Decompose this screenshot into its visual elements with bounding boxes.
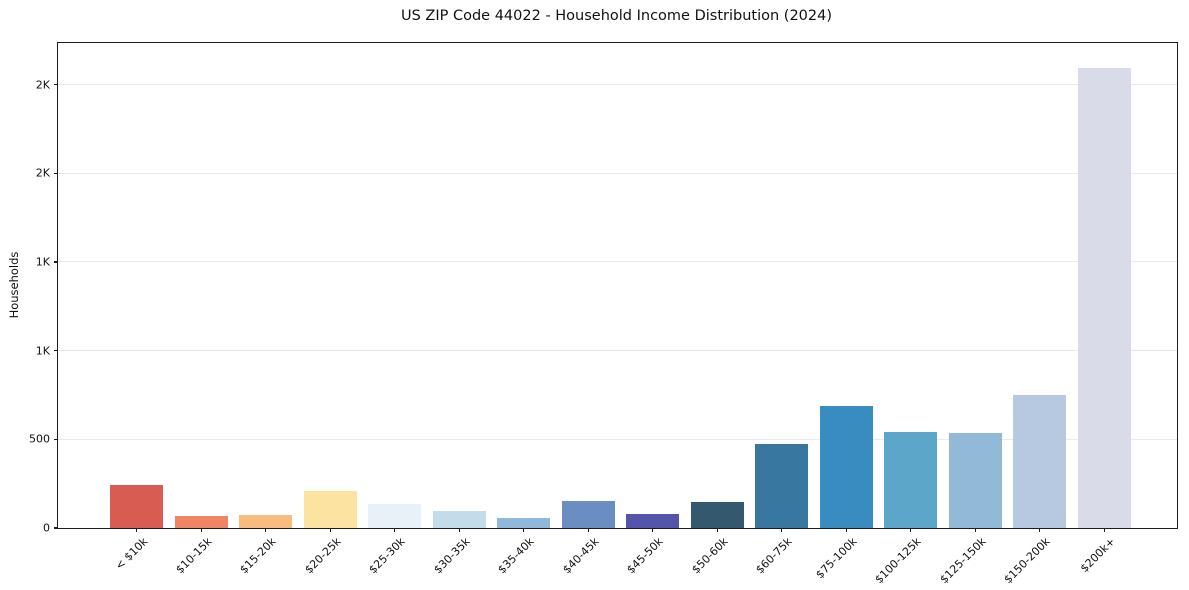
y-tick-label: 1K — [35, 344, 50, 358]
x-tick-label: $45-50k — [624, 535, 666, 577]
bar-10-15k — [174, 516, 228, 528]
y-axis-label: Households — [7, 251, 21, 319]
gridline — [58, 172, 1177, 174]
bar-15-20k — [239, 515, 293, 528]
y-tick-mark — [54, 438, 58, 440]
y-tick-label: 1K — [35, 255, 50, 269]
x-tick-label: $50-60k — [689, 535, 731, 577]
y-tick-mark — [54, 172, 58, 174]
x-tick-mark — [910, 528, 912, 532]
bar-50-60k — [690, 502, 744, 528]
x-tick-mark — [652, 528, 654, 532]
plot-area: 0 500 1K 1K 2K 2K < $10k $10-15k $15-20k $20-25k $… — [29, 42, 1178, 586]
bar-25-30k — [368, 503, 422, 528]
x-tick-label: $30-35k — [431, 535, 473, 577]
bar-35-40k — [497, 517, 551, 528]
x-tick-mark — [265, 528, 267, 532]
chart-title: US ZIP Code 44022 - Household Income Dis… — [400, 8, 833, 24]
x-tick-label: $35-40k — [495, 535, 537, 577]
x-tick-label: $20-25k — [302, 535, 344, 577]
bar-10k — [110, 485, 164, 528]
x-tick-label: $60-75k — [753, 535, 795, 577]
x-tick-label: $10-15k — [173, 535, 215, 577]
x-tick-mark — [1103, 528, 1105, 532]
x-tick-mark — [587, 528, 589, 532]
x-tick-label: $40-45k — [560, 535, 602, 577]
y-tick-label: 0 — [43, 521, 50, 535]
x-tick-label: $150-200k — [1001, 535, 1053, 587]
x-tick-label: $25-30k — [366, 535, 408, 577]
bar-200k — [1077, 68, 1131, 528]
gridline — [58, 84, 1177, 85]
bar-60-75k — [755, 443, 809, 528]
x-tick-mark — [458, 528, 460, 532]
x-tick-label: $200k+ — [1077, 535, 1118, 576]
bar-125-150k — [948, 432, 1002, 528]
x-tick-mark — [394, 528, 396, 532]
gridline — [58, 350, 1177, 352]
x-tick-label: $15-20k — [237, 535, 279, 577]
bar-75-100k — [819, 405, 873, 528]
y-tick-mark — [54, 349, 58, 352]
x-tick-mark — [845, 528, 847, 532]
x-tick-mark — [974, 528, 976, 532]
gridline — [58, 438, 1177, 440]
gridline — [58, 261, 1177, 263]
bar-30-35k — [432, 510, 486, 528]
y-tick-label: 2K — [35, 166, 50, 180]
x-tick-label: < $10k — [112, 535, 150, 573]
x-tick-label: $100-125k — [872, 535, 924, 587]
x-tick-mark — [329, 528, 331, 532]
x-tick-mark — [200, 528, 202, 532]
y-tick-mark — [54, 83, 58, 86]
bar-100-125k — [884, 432, 938, 528]
x-tick-mark — [1039, 528, 1041, 532]
y-tick-label: 2K — [35, 78, 50, 91]
y-tick-mark — [54, 261, 58, 263]
y-tick-mark — [54, 527, 58, 529]
x-tick-mark — [781, 528, 783, 532]
bar-40-45k — [561, 500, 615, 528]
x-tick-mark — [523, 528, 525, 532]
x-tick-label: $125-150k — [937, 535, 989, 587]
bar-150-200k — [1013, 395, 1067, 528]
bar-45-50k — [626, 514, 680, 528]
x-tick-mark — [136, 528, 138, 532]
x-tick-mark — [716, 528, 718, 532]
bar-20-25k — [303, 491, 357, 528]
x-tick-label: $75-100k — [813, 535, 860, 582]
y-tick-label: 500 — [29, 432, 50, 446]
